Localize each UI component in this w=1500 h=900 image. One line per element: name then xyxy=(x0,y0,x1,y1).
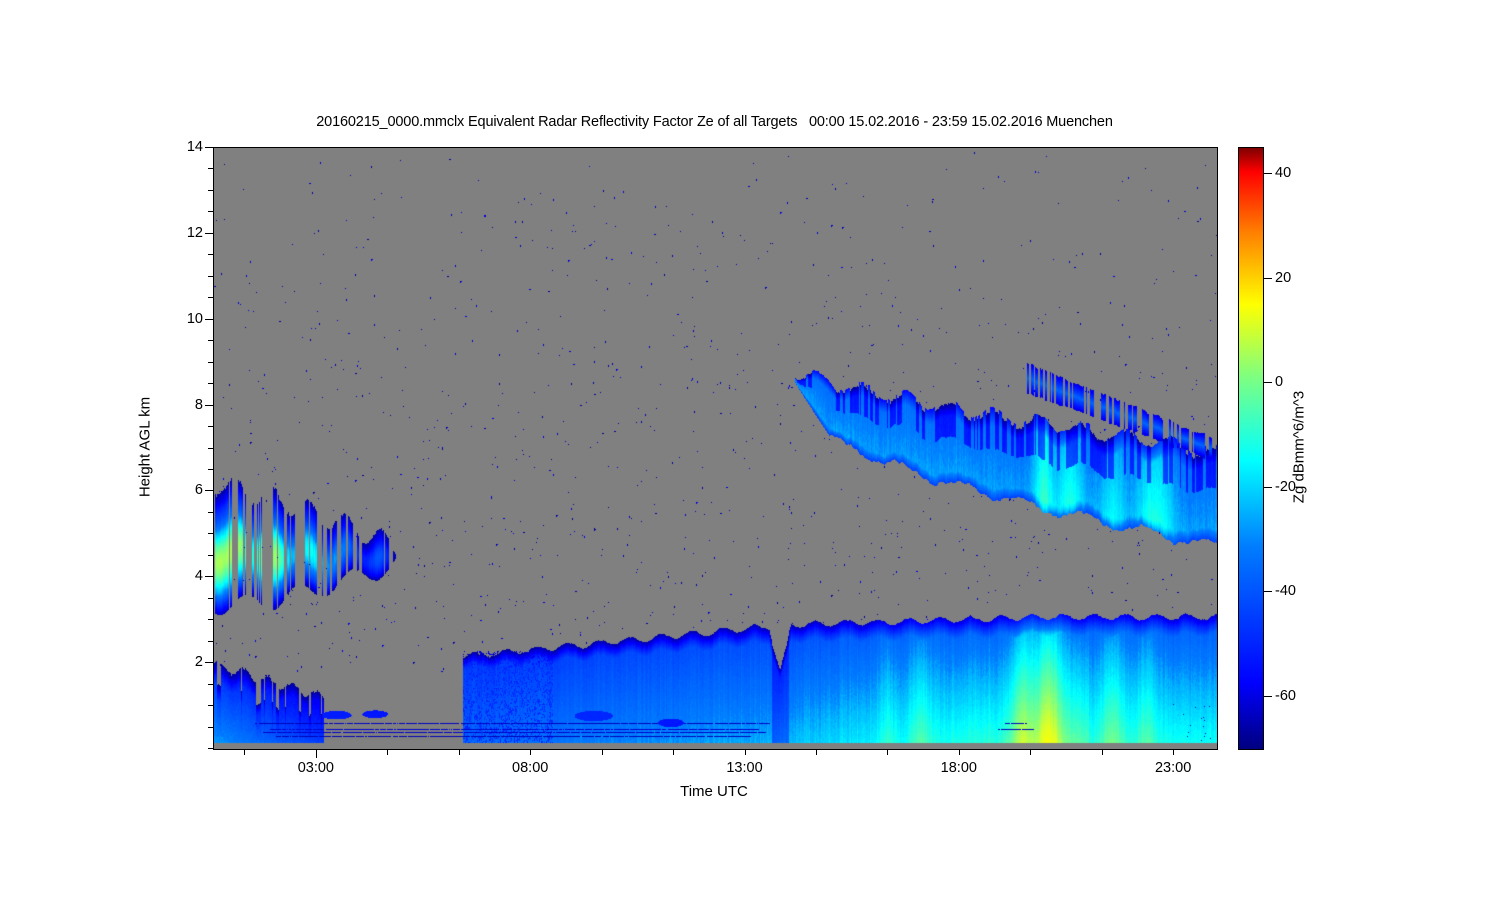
x-tick-label: 03:00 xyxy=(297,760,334,776)
colorbar-tick xyxy=(1264,382,1272,384)
y-tick-major xyxy=(205,147,214,148)
y-tick-minor xyxy=(208,554,214,556)
y-tick-minor xyxy=(208,340,214,342)
y-tick-minor xyxy=(208,447,214,449)
y-tick-minor xyxy=(208,511,214,513)
colorbar-label: Zg dBmm^6/m^3 xyxy=(1290,390,1308,504)
colorbar-tick-label: 0 xyxy=(1275,374,1284,391)
x-tick-minor xyxy=(887,749,889,755)
colorbar-tick xyxy=(1264,173,1272,175)
colorbar-tick-label: 40 xyxy=(1275,165,1292,182)
y-tick-minor xyxy=(208,361,214,363)
y-tick-minor xyxy=(208,254,214,256)
y-tick-minor xyxy=(208,748,214,749)
colorbar-tick-label: -20 xyxy=(1275,478,1296,495)
y-tick-minor xyxy=(208,597,214,599)
y-tick-minor xyxy=(208,211,214,213)
y-tick-label: 2 xyxy=(194,654,203,671)
y-tick-label: 10 xyxy=(186,310,203,327)
colorbar-tick-label: 20 xyxy=(1275,269,1292,286)
y-tick-label: 6 xyxy=(194,482,203,499)
colorbar xyxy=(1238,147,1264,750)
x-tick-minor xyxy=(1173,749,1175,755)
y-tick-minor xyxy=(208,533,214,535)
y-tick-minor xyxy=(208,640,214,642)
x-axis-label: Time UTC xyxy=(680,783,748,800)
y-axis-label: Height AGL km xyxy=(136,396,154,498)
x-tick-minor xyxy=(958,749,960,755)
y-tick-major xyxy=(205,662,214,664)
y-tick-minor xyxy=(208,468,214,470)
y-tick-major xyxy=(205,576,214,578)
y-tick-major xyxy=(205,490,214,492)
y-tick-label: 8 xyxy=(194,396,203,413)
y-tick-minor xyxy=(208,426,214,428)
x-tick-minor xyxy=(244,749,246,755)
colorbar-tick xyxy=(1264,591,1272,593)
colorbar-tick xyxy=(1264,486,1272,488)
x-tick-minor xyxy=(673,749,675,755)
y-tick-minor xyxy=(208,619,214,621)
page-title: 20160215_0000.mmclx Equivalent Radar Ref… xyxy=(316,114,1113,130)
y-tick-minor xyxy=(208,275,214,277)
x-tick-minor xyxy=(1030,749,1032,755)
y-tick-major xyxy=(205,232,214,234)
x-tick-major xyxy=(315,749,317,758)
plot-area xyxy=(213,147,1218,750)
colorbar-tick xyxy=(1264,695,1272,697)
x-tick-minor xyxy=(530,749,532,755)
y-tick-major xyxy=(205,404,214,406)
y-tick-label: 12 xyxy=(186,224,203,241)
x-tick-label: 23:00 xyxy=(1154,760,1192,776)
y-tick-minor xyxy=(208,683,214,685)
x-tick-minor xyxy=(458,749,460,755)
y-tick-minor xyxy=(208,297,214,299)
colorbar-tick-label: -60 xyxy=(1275,687,1296,704)
x-tick-minor xyxy=(744,749,746,755)
y-tick-minor xyxy=(208,168,214,170)
y-tick-minor xyxy=(208,189,214,191)
x-tick-minor xyxy=(601,749,603,755)
x-tick-label: 13:00 xyxy=(726,760,763,776)
y-tick-label: 14 xyxy=(186,139,203,155)
x-tick-minor xyxy=(1101,749,1103,755)
y-tick-minor xyxy=(208,726,214,728)
x-tick-minor xyxy=(815,749,817,755)
y-tick-minor xyxy=(208,383,214,385)
x-tick-label: 18:00 xyxy=(940,760,977,776)
y-tick-minor xyxy=(208,705,214,707)
colorbar-tick xyxy=(1264,277,1272,279)
y-tick-major xyxy=(205,318,214,320)
y-tick-label: 4 xyxy=(194,568,203,585)
x-tick-label: 08:00 xyxy=(512,760,549,776)
colorbar-tick-label: -40 xyxy=(1275,583,1296,600)
reflectivity-heatmap xyxy=(214,148,1217,749)
x-tick-minor xyxy=(387,749,389,755)
